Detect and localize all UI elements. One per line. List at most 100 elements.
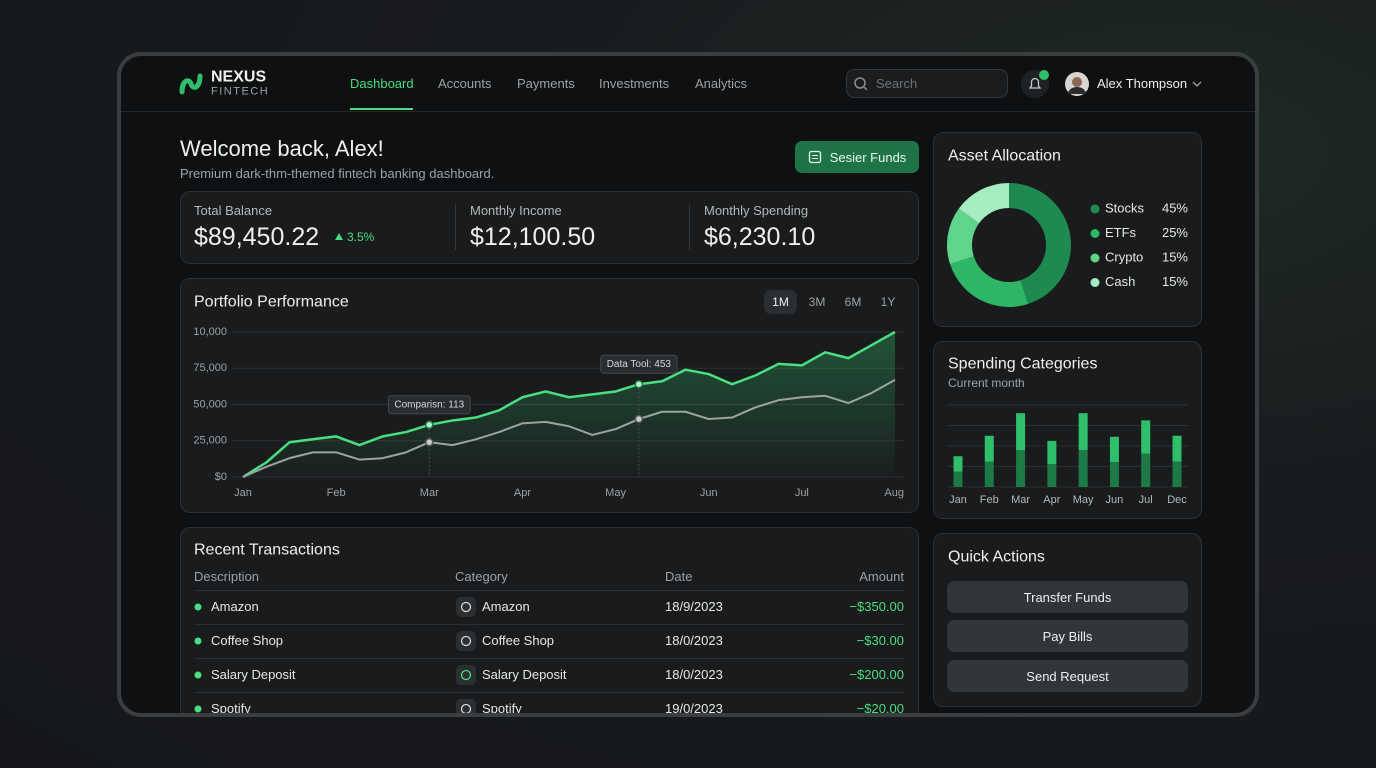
x-tick-label: May — [1073, 494, 1094, 506]
button-label: Sesier Funds — [829, 149, 907, 165]
nav-item[interactable]: Dashboard — [350, 76, 414, 92]
amount: −$350.00 — [849, 599, 904, 615]
category-glyph — [460, 703, 472, 713]
category-icon — [456, 665, 476, 685]
card-title: Recent Transactions — [194, 541, 340, 559]
range-button[interactable]: 1Y — [880, 295, 896, 309]
value-label: 15% — [1162, 274, 1188, 289]
app-frame: NEXUS FINTECH Dashboard Accounts Payment… — [117, 52, 1259, 717]
x-tick-label: Jul — [1139, 494, 1153, 506]
donut-slice — [950, 256, 1029, 307]
cell: Spotify — [211, 701, 251, 717]
bar — [1172, 435, 1182, 487]
nav-item[interactable]: Payments — [517, 76, 575, 92]
search-icon — [854, 77, 868, 91]
stat-label: Monthly Income — [470, 203, 562, 219]
row-divider — [194, 658, 904, 659]
status-dot — [194, 637, 202, 645]
x-tick-label: Feb — [327, 487, 346, 499]
nav-item[interactable]: Investments — [599, 76, 670, 92]
column-header: Amount — [859, 569, 904, 585]
bar — [1047, 440, 1057, 487]
stat-value: $89,450.22 — [194, 223, 320, 251]
x-tick-label: Mar — [420, 487, 439, 499]
row-divider — [194, 590, 904, 591]
annotation-box — [387, 395, 471, 415]
chevron — [1192, 81, 1202, 87]
category-glyph — [460, 669, 472, 681]
stat-label: Total Balance — [194, 203, 273, 219]
range-button[interactable]: 6M — [844, 295, 862, 309]
y-tick-label: $0 — [215, 471, 227, 483]
column-header: Description — [194, 569, 260, 585]
x-tick-label: Aug — [884, 487, 904, 499]
cell: Amazon — [211, 599, 259, 615]
category-icon — [456, 699, 476, 713]
avatar[interactable] — [1065, 72, 1089, 96]
category-glyph — [460, 601, 472, 613]
card-subtitle: Current month — [948, 375, 1025, 390]
cell: Salary Deposit — [482, 667, 567, 683]
brand-name: NEXUS — [211, 68, 267, 86]
bar — [1141, 420, 1151, 487]
legend-label: Cash — [1105, 274, 1135, 289]
nav-item[interactable]: Analytics — [695, 76, 748, 92]
primary-button[interactable]: Sesier Funds — [795, 141, 919, 173]
range-button[interactable]: 3M — [808, 295, 826, 309]
x-tick-label: Mar — [1011, 494, 1030, 506]
legend-dot — [1090, 229, 1100, 238]
column-header: Category — [455, 569, 508, 585]
annotation-label: Data Tool: 453 — [607, 359, 672, 370]
bar — [984, 435, 994, 487]
search-box[interactable] — [846, 69, 1008, 98]
annotation-box — [600, 354, 678, 374]
action-button[interactable]: Pay Bills — [947, 620, 1188, 652]
x-tick-label: Dec — [1167, 494, 1187, 506]
value-label: 25% — [1162, 225, 1188, 240]
category-icon — [456, 597, 476, 617]
donut-slice — [1009, 183, 1071, 304]
annotation-label: Comparisn: 113 — [394, 399, 464, 410]
cell: 18/0/2023 — [665, 667, 723, 683]
cell: Salary Deposit — [211, 667, 296, 683]
area — [243, 332, 895, 477]
stat-value: $12,100.50 — [470, 223, 596, 251]
action-button[interactable]: Transfer Funds — [947, 581, 1188, 613]
cell: 18/0/2023 — [665, 633, 723, 649]
welcome-subtitle: Premium dark-thm-themed fintech banking … — [180, 166, 495, 182]
row-divider — [194, 692, 904, 693]
row-divider — [194, 624, 904, 625]
x-tick-label: Apr — [1043, 494, 1060, 506]
x-tick-label: Jan — [234, 487, 252, 499]
divider — [689, 204, 690, 250]
charts: $0 25,000 50,000 75,000 10,000 Jan Feb Mar Apr Ma… — [193, 183, 1188, 713]
y-tick-label: 25,000 — [193, 435, 227, 447]
value-label: 45% — [1162, 200, 1188, 215]
notification-button[interactable] — [1019, 67, 1055, 101]
nav-item[interactable]: Accounts — [438, 76, 492, 92]
category-icon — [456, 631, 476, 651]
annotation: Comparisn: 113 — [387, 395, 471, 415]
value-label: 15% — [1162, 249, 1188, 264]
y-tick-label: 50,000 — [193, 398, 227, 410]
x-tick-label: Feb — [980, 494, 999, 506]
cell: Coffee Shop — [482, 633, 555, 649]
donut-slice — [946, 208, 980, 265]
legend-label: Stocks — [1105, 200, 1145, 215]
legend-label: Crypto — [1105, 249, 1143, 264]
x-tick-label: Jul — [795, 487, 809, 499]
line — [242, 378, 896, 478]
point-marker — [634, 379, 644, 389]
cell: 18/9/2023 — [665, 599, 723, 615]
user-name[interactable]: Alex Thompson — [1097, 76, 1188, 92]
stat-change: 3.5% — [347, 229, 375, 244]
x-tick-label: Jan — [949, 494, 967, 506]
card-title: Asset Allocation — [948, 147, 1061, 165]
nav-underline — [350, 108, 413, 110]
range-button[interactable]: 1M — [764, 290, 797, 314]
search-placeholder: Search — [876, 76, 918, 92]
action-button[interactable]: Send Request — [947, 660, 1188, 692]
bar — [953, 456, 963, 487]
column-header: Date — [665, 569, 693, 585]
